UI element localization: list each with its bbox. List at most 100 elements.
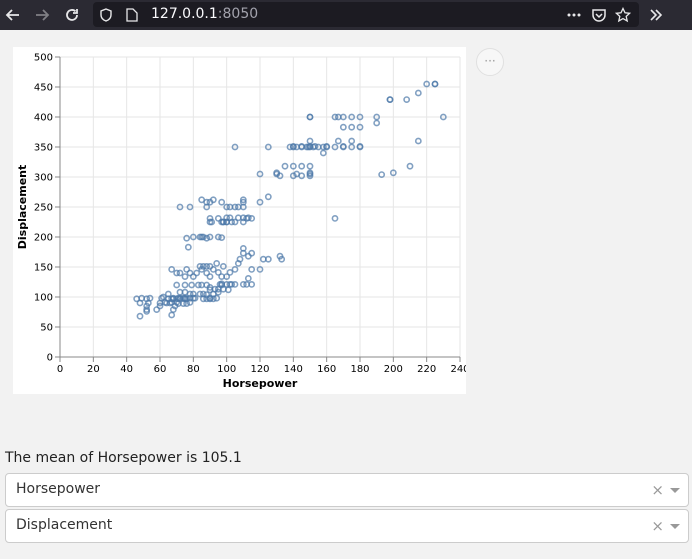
y-tick-label: 200 [34, 233, 53, 244]
data-point [219, 262, 227, 270]
x-tick-label: 20 [87, 364, 100, 375]
data-point [223, 214, 231, 222]
data-point [236, 255, 244, 263]
x-tick-label: 140 [284, 364, 303, 375]
data-point [218, 280, 226, 288]
data-point [306, 137, 314, 145]
data-point [176, 269, 184, 277]
data-point [356, 113, 364, 121]
data-point [289, 162, 297, 170]
x-tick-label: 80 [187, 364, 200, 375]
data-point [239, 196, 247, 204]
data-point [188, 281, 196, 289]
data-point [231, 280, 239, 288]
data-point [183, 265, 191, 273]
y-tick-label: 300 [34, 173, 53, 184]
data-point [156, 302, 164, 310]
chevron-down-icon[interactable] [670, 488, 680, 493]
url-bar[interactable]: 127.0.0.1:8050 [93, 2, 639, 27]
data-point [183, 234, 191, 242]
data-point [146, 294, 154, 302]
data-point [223, 218, 231, 226]
data-point [406, 162, 414, 170]
data-point [306, 169, 314, 177]
data-point [206, 273, 214, 280]
data-point [298, 162, 306, 170]
data-point [378, 171, 386, 178]
data-point [214, 268, 222, 276]
data-point [213, 294, 221, 302]
data-point [431, 80, 439, 88]
x-variable-dropdown[interactable]: Horsepower × [5, 473, 689, 507]
y-variable-dropdown[interactable]: Displacement × [5, 509, 689, 543]
data-point [209, 265, 217, 273]
data-point [256, 265, 264, 273]
data-point [193, 269, 201, 277]
data-point [181, 273, 189, 280]
star-icon[interactable] [612, 4, 634, 26]
x-tick-label: 160 [317, 364, 336, 375]
data-point [189, 233, 197, 241]
y-tick-label: 250 [34, 203, 53, 214]
data-point [331, 143, 339, 151]
data-point [223, 273, 231, 280]
data-point [264, 193, 272, 201]
data-point [356, 123, 364, 131]
data-point [256, 170, 264, 178]
data-point [214, 233, 222, 241]
data-point [186, 298, 194, 306]
data-point [199, 295, 207, 303]
arrow-left-icon[interactable] [2, 4, 24, 26]
x-tick-label: 220 [417, 364, 436, 375]
shield-icon[interactable] [95, 4, 117, 26]
data-point [173, 269, 181, 277]
data-point [239, 198, 247, 206]
clear-icon[interactable]: × [651, 517, 664, 535]
y-tick-label: 150 [34, 263, 53, 274]
data-point [356, 143, 364, 150]
data-point [143, 307, 151, 315]
ellipsis-icon[interactable] [563, 4, 585, 26]
data-point [223, 203, 231, 211]
data-point [213, 259, 221, 267]
chart-grid [59, 56, 461, 358]
data-point [203, 198, 211, 206]
data-point [298, 172, 306, 180]
x-tick-label: 200 [384, 364, 403, 375]
x-axis-title: Horsepower [223, 377, 298, 390]
data-point [199, 262, 207, 270]
reload-icon[interactable] [61, 4, 83, 26]
chart-points [133, 80, 447, 320]
data-point [219, 218, 227, 226]
y-tick-label: 100 [34, 293, 53, 304]
data-point [386, 96, 394, 103]
data-point [306, 162, 314, 170]
clear-icon[interactable]: × [651, 481, 664, 499]
data-point [281, 162, 289, 170]
page-icon [121, 4, 143, 26]
arrow-right-icon[interactable] [31, 4, 53, 26]
data-point [189, 273, 197, 280]
scatter-chart: 0 20 40 60 80 100 120 140 160 180 200 220 240 0 50 100 1… [16, 53, 470, 391]
data-point [389, 169, 397, 177]
data-point [214, 214, 222, 222]
data-point [323, 143, 331, 151]
data-point [186, 290, 194, 298]
url-text[interactable]: 127.0.0.1:8050 [151, 6, 259, 22]
data-point [373, 119, 381, 127]
x-tick-label: 40 [120, 364, 133, 375]
data-point [348, 123, 356, 131]
data-point [414, 89, 422, 97]
data-point [153, 306, 161, 313]
data-point [306, 113, 314, 121]
data-point [311, 143, 319, 150]
x-tick-label: 120 [250, 364, 269, 375]
x-tick-label: 100 [217, 364, 236, 375]
data-point [228, 280, 236, 288]
chevron-down-icon[interactable] [670, 524, 680, 529]
chart-actions-menu[interactable]: ··· [476, 48, 504, 76]
data-point [203, 262, 211, 270]
pocket-icon[interactable] [588, 4, 610, 26]
data-point [334, 137, 342, 145]
double-chevron-icon[interactable] [645, 4, 667, 26]
